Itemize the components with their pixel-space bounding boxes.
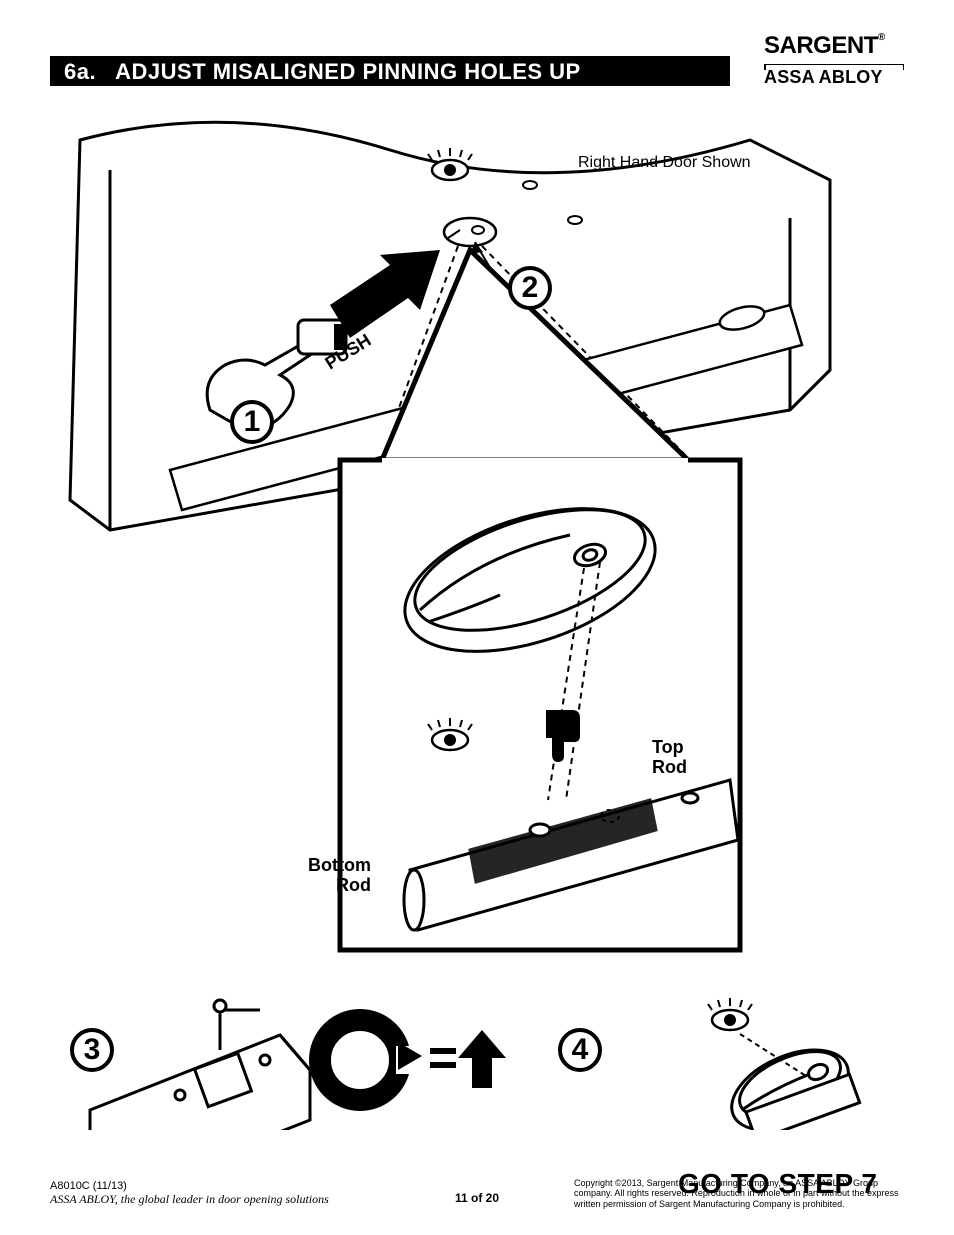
rotate-ring-icon	[320, 1020, 422, 1100]
brand-logo: SARGENT® ASSA ABLOY	[764, 32, 904, 88]
eye-icon	[428, 148, 472, 180]
step-circle-1: 1	[230, 400, 274, 444]
equals-up-icon	[430, 1030, 506, 1088]
right-hand-note: Right Hand Door Shown	[578, 154, 751, 172]
step4-hardware-icon	[720, 1034, 861, 1130]
step-circle-4: 4	[558, 1028, 602, 1072]
bottom-rod-label: Bottom Rod	[308, 856, 371, 896]
copyright: Copyright ©2013, Sargent Manufacturing C…	[574, 1178, 904, 1209]
small-hardware-icon	[444, 218, 496, 246]
diagram-svg: PUSH	[50, 110, 904, 1130]
section-header: 6a. ADJUST MISALIGNED PINNING HOLES UP	[50, 56, 730, 86]
top-rod-label: Top Rod	[652, 738, 687, 778]
step3-device-icon	[90, 1000, 310, 1130]
section-title: ADJUST MISALIGNED PINNING HOLES UP	[115, 59, 581, 84]
eye-icon	[708, 998, 752, 1030]
brand-sargent: SARGENT®	[764, 32, 904, 60]
step-circle-2: 2	[508, 266, 552, 310]
brand-assa-abloy: ASSA ABLOY	[764, 67, 904, 88]
step-number: 6a.	[64, 59, 96, 84]
step-circle-3: 3	[70, 1028, 114, 1072]
